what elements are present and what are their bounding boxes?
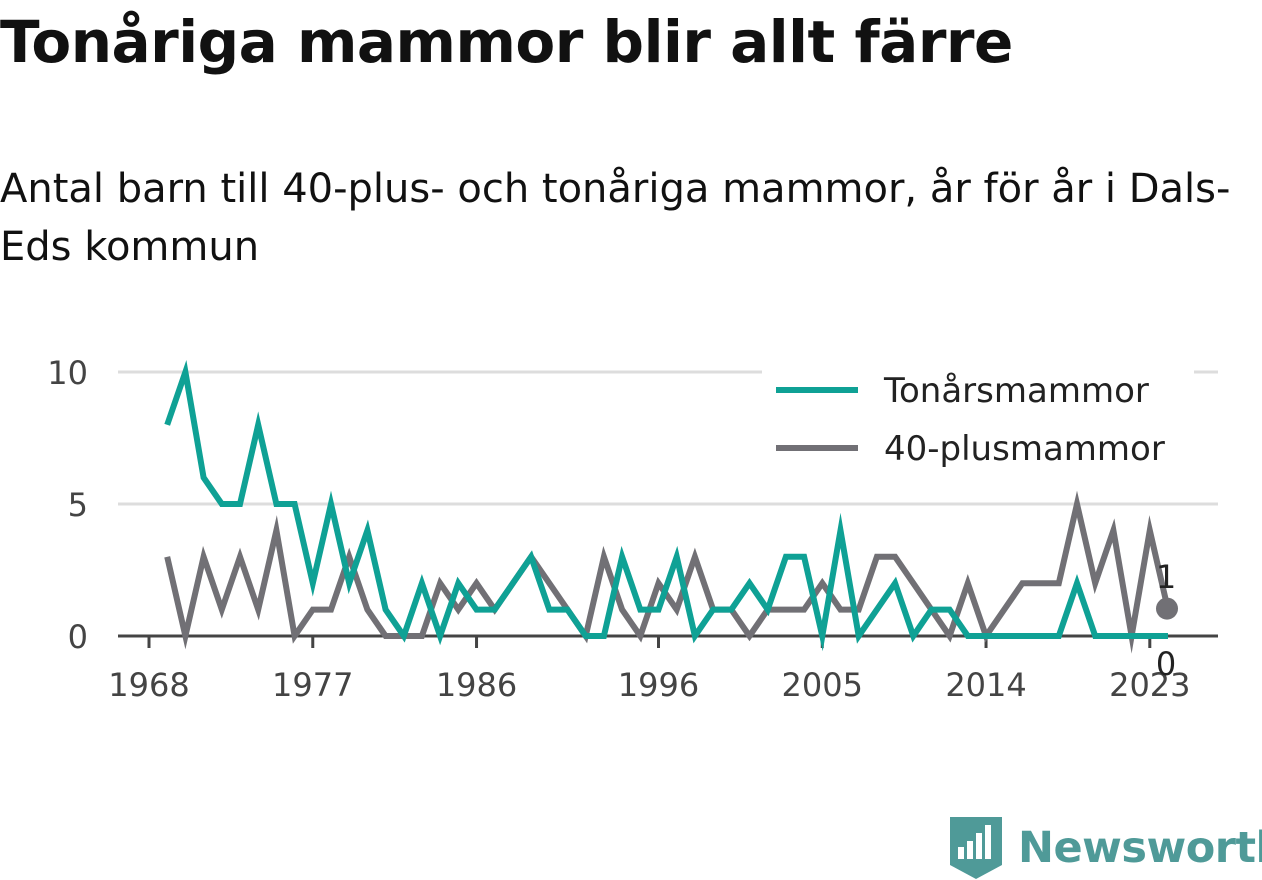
y-axis: 0 5 10 — [47, 354, 88, 656]
x-tick-label: 1968 — [108, 666, 189, 704]
y-tick-label: 10 — [47, 354, 88, 392]
series-lines — [164, 359, 1171, 654]
legend: Tonårsmammor 40-plusmammor — [762, 366, 1194, 482]
x-tick-label: 2023 — [1109, 666, 1190, 704]
series-line-tonarsmammor — [164, 359, 1168, 652]
chart-subtitle: Antal barn till 40-plus- och tonåriga ma… — [0, 166, 1231, 270]
x-axis: 1968 1977 1986 1996 2005 2014 2023 — [108, 634, 1218, 704]
end-value-label: 1 — [1156, 558, 1176, 596]
x-tick-label: 1996 — [618, 666, 699, 704]
x-tick-label: 1986 — [436, 666, 517, 704]
end-marker-dot — [1156, 597, 1178, 620]
y-tick-label: 0 — [68, 618, 88, 656]
brand-name: Newsworthy — [1018, 823, 1262, 873]
chart-title: Tonåriga mammor blir allt färre — [0, 8, 1013, 76]
series-line-fyrtioplusmammor — [164, 490, 1171, 654]
bar-chart-badge-icon — [950, 817, 1002, 879]
legend-background — [762, 366, 1194, 482]
x-tick-label: 1977 — [272, 666, 353, 704]
x-tick-label: 2005 — [782, 666, 863, 704]
legend-label: 40-plusmammor — [884, 429, 1165, 469]
end-value-label: 0 — [1156, 645, 1176, 683]
legend-label: Tonårsmammor — [883, 371, 1149, 411]
y-tick-label: 5 — [68, 486, 88, 524]
x-tick-label: 2014 — [945, 666, 1026, 704]
newsworthy-logo: Newsworthy — [950, 816, 1262, 880]
end-markers: 10 — [1156, 558, 1178, 683]
